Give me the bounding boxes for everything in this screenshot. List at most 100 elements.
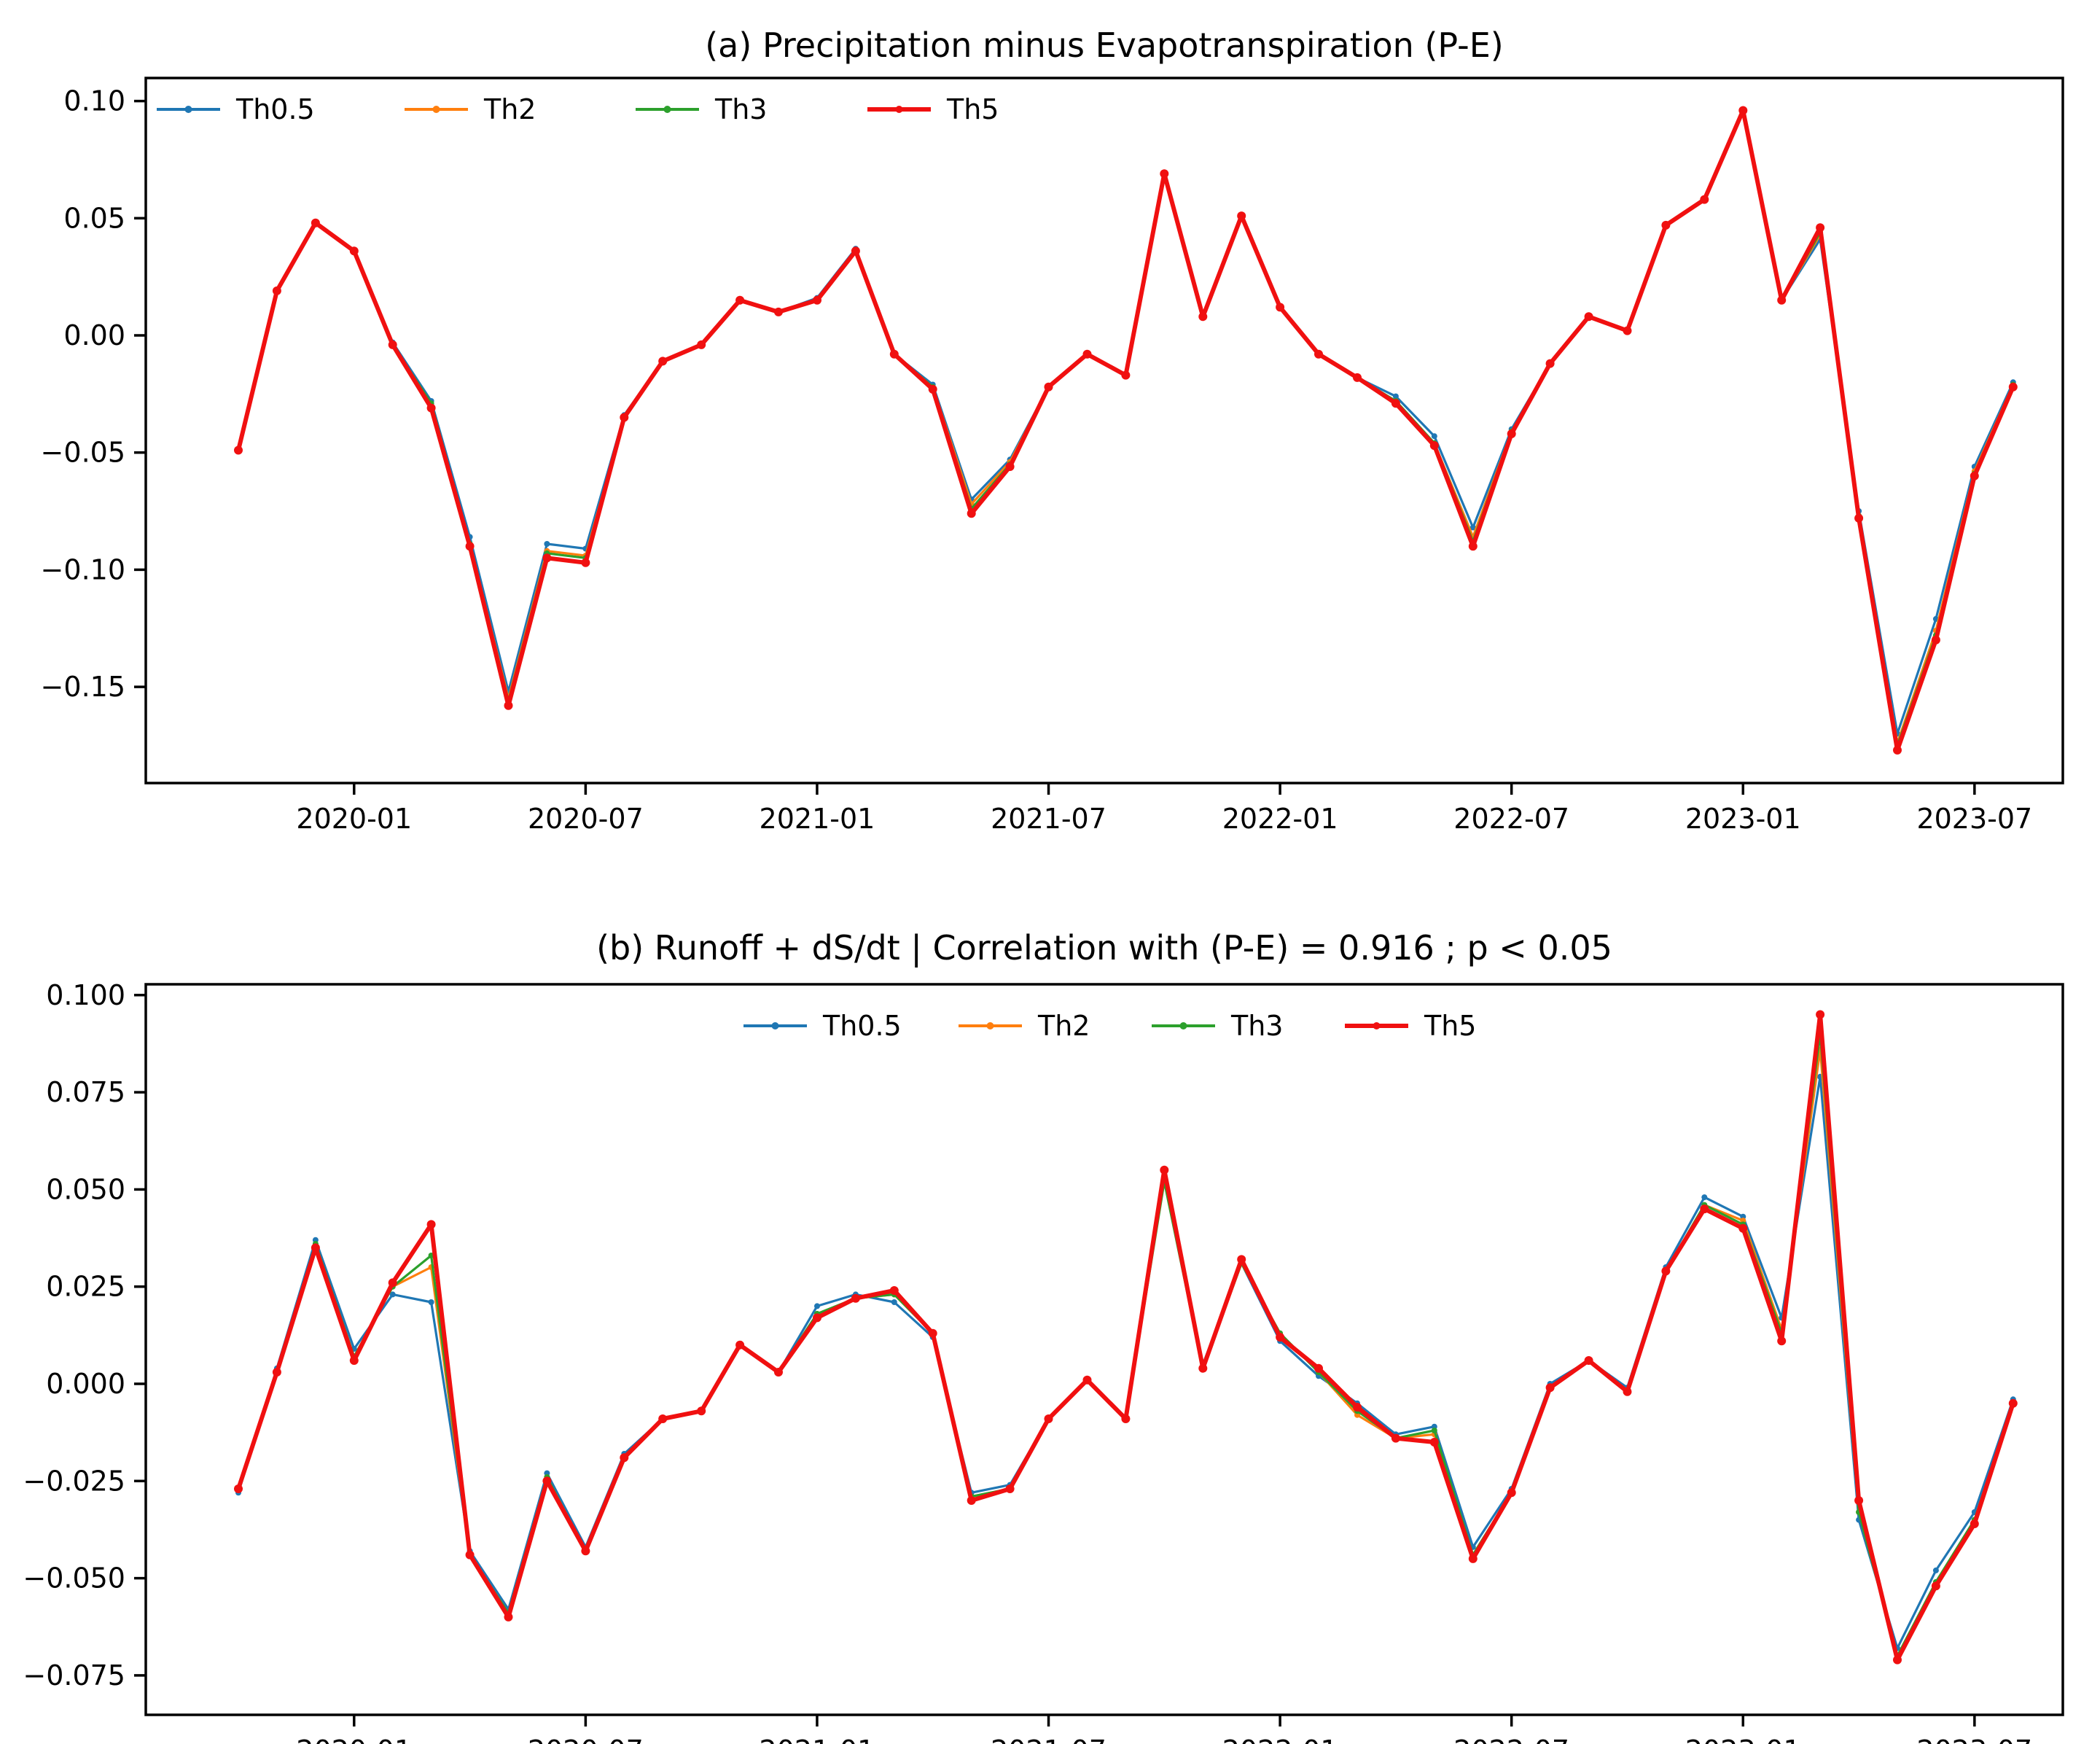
data-point-Th5 <box>1276 303 1285 312</box>
data-point-Th5 <box>234 445 243 455</box>
data-point-Th5 <box>1507 1488 1516 1498</box>
data-point-Th5 <box>349 1356 359 1365</box>
data-point-Th5 <box>851 246 860 256</box>
legend-label-Th2: Th2 <box>1037 1010 1090 1042</box>
data-point-Th5 <box>1584 312 1593 322</box>
data-point-Th5 <box>1584 1356 1593 1365</box>
legend-label-Th5: Th5 <box>946 93 999 125</box>
data-point-Th5 <box>2008 1398 2018 1408</box>
data-point-Th5 <box>2008 382 2018 392</box>
subplot-b: (b) Runoff + dS/dt | Correlation with (P… <box>23 928 2064 1744</box>
data-point-Th5 <box>1777 295 1787 305</box>
data-point-Th5 <box>967 509 976 518</box>
data-point-Th0.5 <box>891 1299 897 1305</box>
data-point-Th5 <box>1082 349 1092 359</box>
data-point-Th0.5 <box>428 1299 434 1305</box>
data-point-Th5 <box>1082 1375 1092 1385</box>
data-point-Th5 <box>1044 382 1053 392</box>
data-point-Th5 <box>1970 1519 1979 1528</box>
data-point-Th5 <box>1391 1433 1400 1443</box>
data-point-Th5 <box>311 1243 320 1253</box>
x-tick-label: 2021-01 <box>760 1735 875 1744</box>
data-point-Th5 <box>889 349 899 359</box>
data-point-Th5 <box>311 218 320 227</box>
legend-marker-Th0.5 <box>184 106 192 113</box>
data-point-Th5 <box>1661 1266 1671 1276</box>
data-point-Th5 <box>1854 513 1864 523</box>
data-point-Th5 <box>1314 349 1323 359</box>
data-point-Th5 <box>620 1453 629 1463</box>
legend-label-Th0.5: Th0.5 <box>822 1010 902 1042</box>
data-point-Th5 <box>658 357 668 366</box>
legend-marker-Th2 <box>432 106 440 113</box>
x-tick-label: 2023-07 <box>1916 1735 2032 1744</box>
legend-marker-Th0.5 <box>771 1022 779 1029</box>
plot-title: (a) Precipitation minus Evapotranspirati… <box>705 26 1504 65</box>
data-point-Th5 <box>851 1293 860 1303</box>
data-point-Th5 <box>426 403 436 413</box>
y-tick-label: 0.025 <box>46 1271 125 1303</box>
plot-title: (b) Runoff + dS/dt | Correlation with (P… <box>596 928 1612 968</box>
data-point-Th5 <box>465 542 475 551</box>
y-tick-label: −0.15 <box>41 671 125 703</box>
data-point-Th5 <box>697 340 706 349</box>
y-tick-label: 0.00 <box>63 319 125 351</box>
data-point-Th5 <box>928 384 937 394</box>
legend-label-Th2: Th2 <box>483 93 536 125</box>
legend-marker-Th5 <box>895 106 903 113</box>
data-point-Th5 <box>1198 1363 1208 1373</box>
data-point-Th5 <box>1353 1403 1362 1412</box>
data-point-Th5 <box>774 1368 783 1377</box>
data-point-Th5 <box>1160 169 1169 179</box>
y-tick-label: −0.075 <box>23 1659 125 1692</box>
data-point-Th5 <box>1931 1581 1940 1591</box>
data-point-Th0.5 <box>1431 433 1437 440</box>
subplot-a: (a) Precipitation minus Evapotranspirati… <box>41 26 2064 835</box>
data-point-Th5 <box>1468 1554 1478 1563</box>
data-point-Th5 <box>1854 1496 1864 1505</box>
data-point-Th5 <box>272 1368 281 1377</box>
axes-frame <box>144 77 2064 785</box>
data-point-Th5 <box>1816 1010 1825 1019</box>
legend-marker-Th2 <box>986 1022 994 1029</box>
data-point-Th5 <box>1738 106 1748 115</box>
data-point-Th5 <box>1738 1223 1748 1233</box>
data-point-Th5 <box>504 1612 513 1622</box>
x-tick-label: 2020-01 <box>296 803 412 835</box>
data-point-Th5 <box>735 1340 745 1350</box>
data-point-Th5 <box>1816 223 1825 233</box>
y-tick-label: 0.050 <box>46 1173 125 1205</box>
data-point-Th5 <box>581 558 590 567</box>
data-point-Th5 <box>774 307 783 316</box>
y-tick-label: 0.100 <box>46 979 125 1011</box>
data-point-Th5 <box>1931 635 1940 645</box>
data-point-Th5 <box>272 286 281 295</box>
y-tick-label: −0.10 <box>41 553 125 585</box>
data-point-Th5 <box>658 1414 668 1423</box>
data-point-Th0.5 <box>1701 1194 1708 1201</box>
data-point-Th5 <box>234 1484 243 1493</box>
data-point-Th5 <box>928 1328 937 1338</box>
data-point-Th5 <box>1507 429 1516 438</box>
x-tick-label: 2022-01 <box>1222 1735 1338 1744</box>
data-point-Th5 <box>1237 211 1246 221</box>
data-point-Th5 <box>1893 1655 1902 1665</box>
y-tick-label: −0.025 <box>23 1465 125 1497</box>
data-point-Th5 <box>1044 1414 1053 1423</box>
data-point-Th5 <box>1700 195 1709 204</box>
x-tick-label: 2023-07 <box>1916 803 2032 835</box>
data-point-Th5 <box>581 1546 590 1556</box>
data-point-Th5 <box>1160 1165 1169 1175</box>
data-point-Th5 <box>967 1496 976 1505</box>
data-point-Th5 <box>1005 1484 1015 1493</box>
y-tick-label: 0.05 <box>63 202 125 234</box>
data-point-Th5 <box>1005 462 1015 471</box>
legend-marker-Th5 <box>1373 1022 1381 1029</box>
data-point-Th0.5 <box>1932 1567 1939 1573</box>
y-tick-label: −0.05 <box>41 437 125 469</box>
data-point-Th5 <box>1777 1336 1787 1346</box>
data-point-Th5 <box>1198 312 1208 322</box>
legend-label-Th3: Th3 <box>1230 1010 1283 1042</box>
